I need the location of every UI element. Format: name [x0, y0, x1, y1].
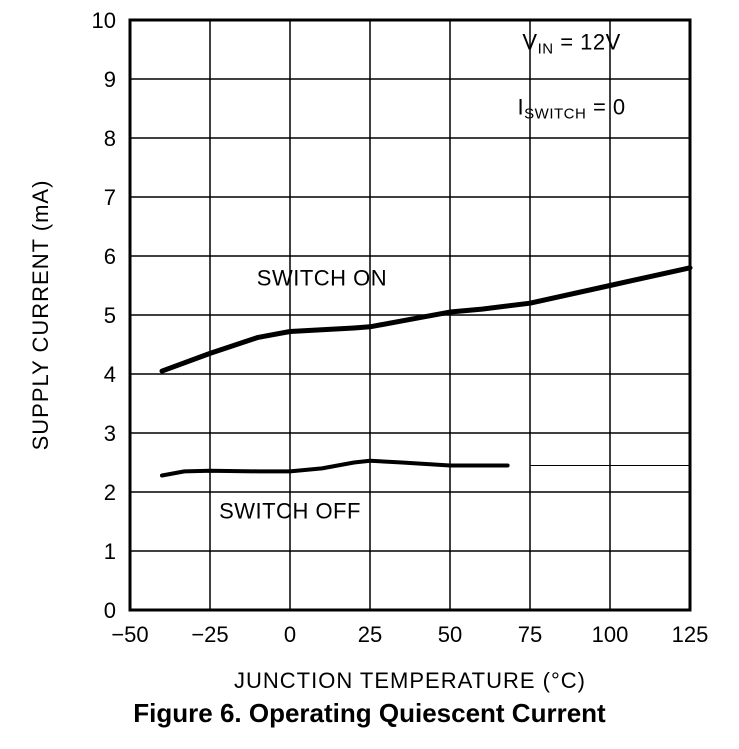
annotation-0: VIN = 12V	[522, 30, 620, 58]
ytick-label: 10	[92, 8, 116, 33]
ytick-label: 8	[104, 126, 116, 151]
xtick-label: 125	[672, 622, 709, 647]
xtick-label: 75	[518, 622, 542, 647]
ytick-label: 9	[104, 67, 116, 92]
xtick-label: −25	[191, 622, 228, 647]
ytick-label: 7	[104, 185, 116, 210]
chart-container: { "chart": { "type": "line", "caption": …	[0, 0, 739, 749]
ytick-label: 5	[104, 303, 116, 328]
ytick-label: 1	[104, 539, 116, 564]
ytick-label: 3	[104, 421, 116, 446]
ytick-label: 4	[104, 362, 116, 387]
figure-caption: Figure 6. Operating Quiescent Current	[133, 698, 606, 728]
xtick-label: 50	[438, 622, 462, 647]
annotation-3: SWITCH OFF	[219, 499, 361, 524]
ytick-label: 2	[104, 480, 116, 505]
chart-svg: −50 −25 0 25 50 75 100 125 0 1 2 3 4 5 6 7 8 9 10 JUNCTION …	[0, 0, 739, 749]
ytick-label: 0	[104, 598, 116, 623]
xtick-label: 100	[592, 622, 629, 647]
x-axis-label: JUNCTION TEMPERATURE (°C)	[234, 668, 586, 693]
annotation-2: SWITCH ON	[257, 266, 387, 291]
xtick-label: 0	[284, 622, 296, 647]
xtick-label: 25	[358, 622, 382, 647]
ytick-label: 6	[104, 244, 116, 269]
xtick-label: −50	[111, 622, 148, 647]
y-axis-label: SUPPLY CURRENT (mA)	[28, 180, 53, 451]
